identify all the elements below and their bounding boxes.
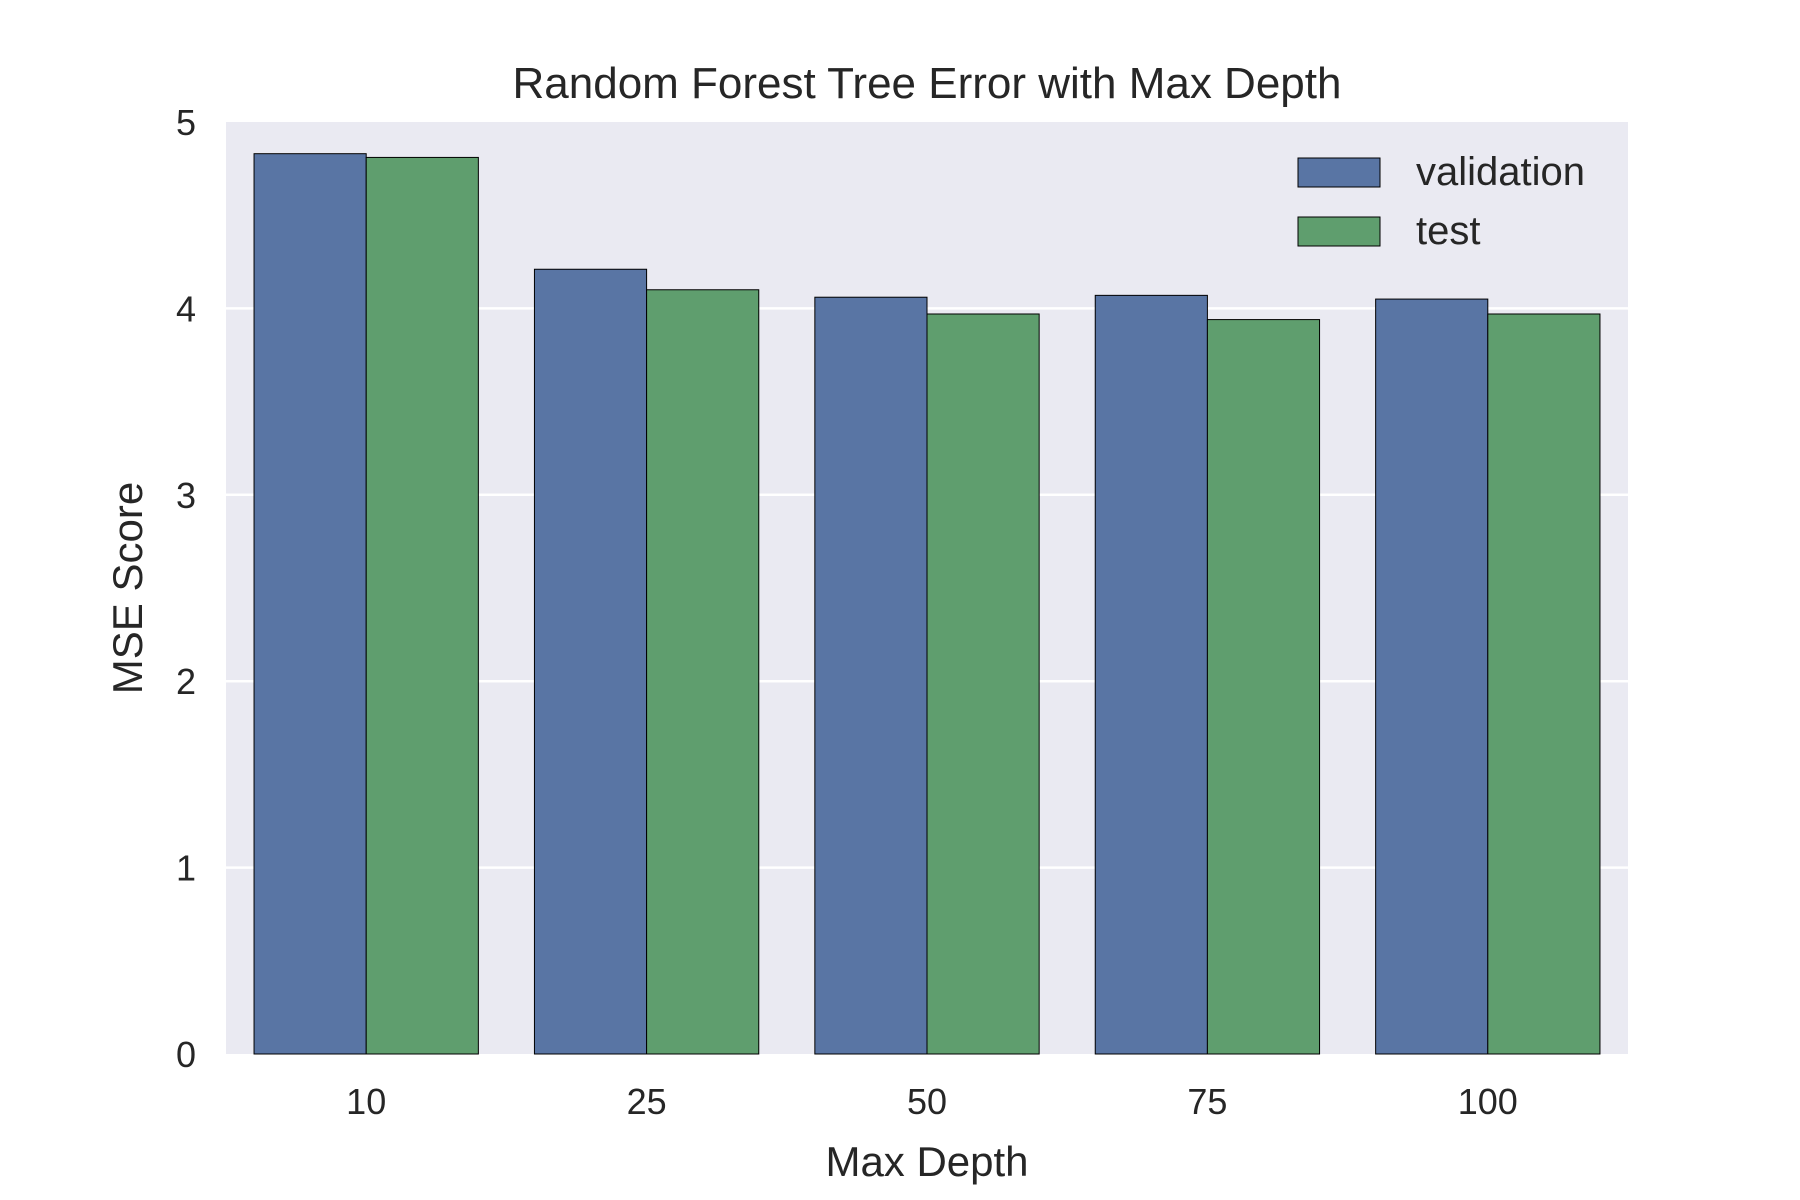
bar-validation-50 [814, 296, 928, 1055]
bar-test-25 [646, 289, 760, 1055]
bar-test-50 [926, 313, 1040, 1055]
x-tick-label: 50 [907, 1081, 947, 1122]
legend-label-validation: validation [1416, 150, 1585, 194]
y-tick-label: 0 [176, 1034, 196, 1075]
bars-layer [253, 153, 1601, 1055]
bar-validation-75 [1094, 294, 1208, 1055]
y-tick-label: 5 [176, 102, 196, 143]
y-tick-labels: 0 1 2 3 4 5 [176, 102, 196, 1075]
x-axis-label: Max Depth [825, 1138, 1028, 1185]
bar-test-75 [1206, 319, 1321, 1055]
y-tick-label: 4 [176, 288, 196, 329]
bar-test-100 [1487, 313, 1601, 1055]
y-tick-label: 2 [176, 661, 196, 702]
bar-validation-25 [533, 268, 648, 1055]
legend-swatch-test [1297, 216, 1381, 247]
legend-label-test: test [1416, 209, 1480, 253]
x-tick-label: 100 [1458, 1081, 1518, 1122]
x-tick-label: 75 [1187, 1081, 1227, 1122]
legend: validation test [1297, 150, 1585, 253]
y-tick-label: 1 [176, 848, 196, 889]
x-tick-label: 25 [627, 1081, 667, 1122]
bar-test-10 [365, 156, 479, 1055]
chart-title: Random Forest Tree Error with Max Depth [513, 59, 1342, 108]
bar-validation-10 [253, 153, 367, 1055]
x-tick-label: 10 [346, 1081, 386, 1122]
y-axis-label: MSE Score [104, 482, 151, 694]
legend-swatch-validation [1297, 157, 1381, 188]
x-tick-labels: 10 25 50 75 100 [346, 1081, 1518, 1122]
bar-validation-100 [1375, 298, 1489, 1055]
y-tick-label: 3 [176, 475, 196, 516]
